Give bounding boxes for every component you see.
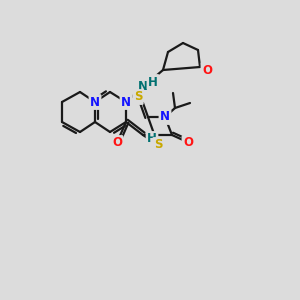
Text: H: H xyxy=(148,76,158,88)
Text: O: O xyxy=(183,136,193,149)
Text: H: H xyxy=(147,133,157,146)
Text: S: S xyxy=(154,139,162,152)
Text: O: O xyxy=(202,64,212,76)
Text: N: N xyxy=(160,110,170,124)
Text: N: N xyxy=(138,80,148,94)
Text: N: N xyxy=(121,95,131,109)
Text: O: O xyxy=(112,136,122,149)
Text: S: S xyxy=(134,91,142,103)
Text: N: N xyxy=(90,95,100,109)
